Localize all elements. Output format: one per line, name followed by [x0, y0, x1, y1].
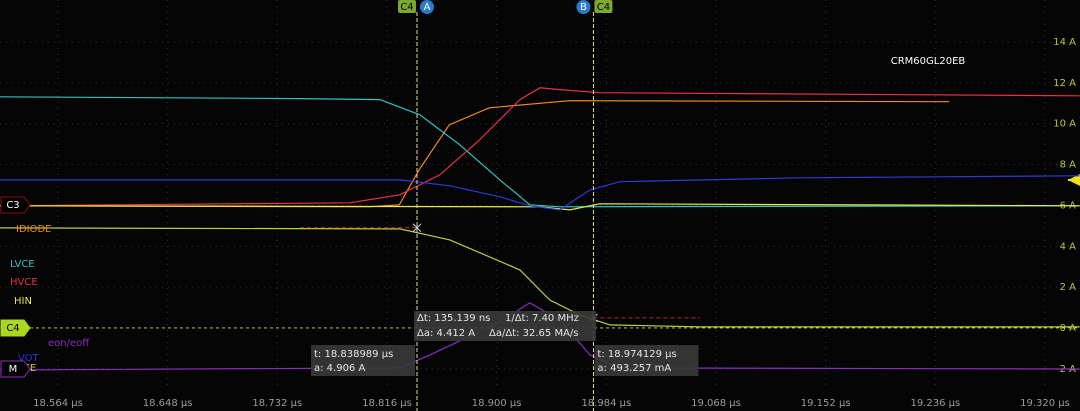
legend-label: IDIODE — [16, 224, 52, 235]
trace — [0, 96, 1080, 208]
legend-label: VOT — [18, 353, 40, 364]
channel-badge — [0, 196, 31, 214]
y-tick-label: 2 A — [1060, 282, 1077, 293]
cursor-badge — [576, 0, 591, 14]
cursor-channel-badge — [594, 0, 613, 13]
channel-label: M — [9, 364, 18, 375]
cursor-channel: C4 — [400, 2, 413, 13]
y-tick-label: 0 A — [1060, 323, 1077, 334]
readout-box — [310, 345, 415, 376]
readout-a: a: 493.257 mA — [597, 363, 671, 374]
trace — [0, 175, 1080, 211]
x-tick-label: 19.236 µs — [910, 398, 960, 409]
cursor-channel: C4 — [597, 2, 610, 13]
delta-readout: Δa: 4.412 A — [417, 328, 475, 339]
delta-readout: Δa/Δt: 32.65 MA/s — [489, 328, 579, 339]
legend-label: LVCE — [10, 259, 35, 270]
cursor-label: B — [580, 2, 587, 13]
delta-readout: 1/Δt: 7.40 MHz — [505, 313, 579, 324]
readout-a: a: 4.906 A — [314, 363, 365, 374]
y-tick-label: 12 A — [1053, 78, 1076, 89]
cursor-marker — [412, 222, 422, 233]
x-tick-label: 19.152 µs — [801, 398, 851, 409]
cursor-badge — [419, 0, 434, 14]
cursor-label: A — [424, 2, 431, 13]
x-tick-label: 18.900 µs — [472, 398, 522, 409]
channel-badge — [0, 319, 31, 337]
readout-t: t: 18.838989 µs — [314, 349, 393, 360]
trace — [0, 87, 1080, 207]
x-tick-label: 18.732 µs — [252, 398, 302, 409]
x-tick-label: 18.648 µs — [143, 398, 193, 409]
delta-readout: Δt: 135.139 ns — [417, 313, 490, 324]
trace — [0, 203, 1080, 211]
y-tick-label: 8 A — [1060, 160, 1077, 171]
channel-badge — [0, 360, 31, 378]
x-tick-label: 19.320 µs — [1020, 398, 1070, 409]
channel-label: C4 — [6, 323, 19, 334]
readout-t: t: 18.974129 µs — [597, 349, 676, 360]
legend-label: eon/eoff — [48, 338, 90, 349]
delta-box — [413, 311, 596, 341]
x-tick-label: 19.068 µs — [691, 398, 741, 409]
legend-label: HVCE — [10, 277, 38, 288]
y-tick-label: 4 A — [1060, 241, 1077, 252]
cursor-channel-badge — [397, 0, 416, 13]
readout-box — [594, 345, 699, 376]
x-tick-label: 18.984 µs — [581, 398, 631, 409]
instrument-title: CRM60GL20EB — [891, 56, 966, 67]
y-tick-label: 10 A — [1053, 119, 1076, 130]
legend-label: HIN — [14, 296, 32, 307]
x-tick-label: 18.816 µs — [362, 398, 412, 409]
channel-label: C3 — [6, 200, 19, 211]
x-tick-label: 18.564 µs — [33, 398, 83, 409]
y-tick-label: 14 A — [1053, 37, 1076, 48]
